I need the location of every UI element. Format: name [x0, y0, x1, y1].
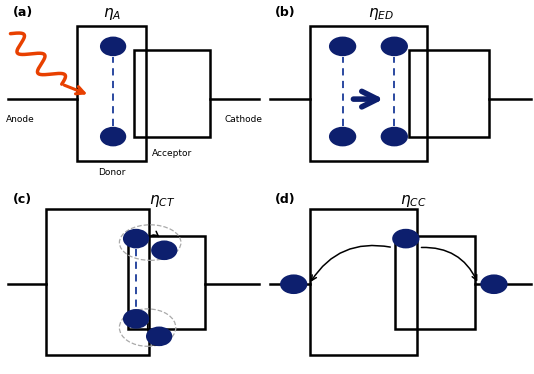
Text: Anode: Anode [6, 115, 35, 124]
Circle shape [393, 230, 419, 248]
Bar [134, 50, 210, 137]
Circle shape [330, 128, 356, 145]
Circle shape [381, 128, 407, 145]
Text: $\eta_{CC}$: $\eta_{CC}$ [400, 193, 427, 209]
Bar [310, 26, 427, 161]
Bar [77, 26, 146, 161]
Text: Cathode: Cathode [225, 115, 263, 124]
Text: (c): (c) [13, 193, 32, 206]
Circle shape [124, 230, 148, 248]
Circle shape [281, 275, 307, 293]
Circle shape [147, 327, 171, 345]
Circle shape [330, 37, 356, 55]
Bar [46, 209, 149, 355]
Circle shape [101, 128, 125, 145]
Text: $\eta_{CT}$: $\eta_{CT}$ [149, 193, 175, 209]
Circle shape [481, 275, 507, 293]
Text: (a): (a) [13, 6, 33, 19]
Text: Acceptor: Acceptor [152, 149, 192, 158]
Text: $\eta_A$: $\eta_A$ [103, 6, 121, 22]
Circle shape [101, 37, 125, 55]
Bar [395, 236, 475, 329]
Bar [310, 209, 417, 355]
Bar [409, 50, 489, 137]
Text: (d): (d) [275, 193, 296, 206]
Circle shape [124, 310, 148, 328]
Text: $\eta_{ED}$: $\eta_{ED}$ [368, 6, 395, 22]
Circle shape [152, 241, 177, 259]
Bar [128, 236, 205, 329]
Text: (b): (b) [275, 6, 296, 19]
Circle shape [381, 37, 407, 55]
Text: Donor: Donor [98, 168, 125, 177]
